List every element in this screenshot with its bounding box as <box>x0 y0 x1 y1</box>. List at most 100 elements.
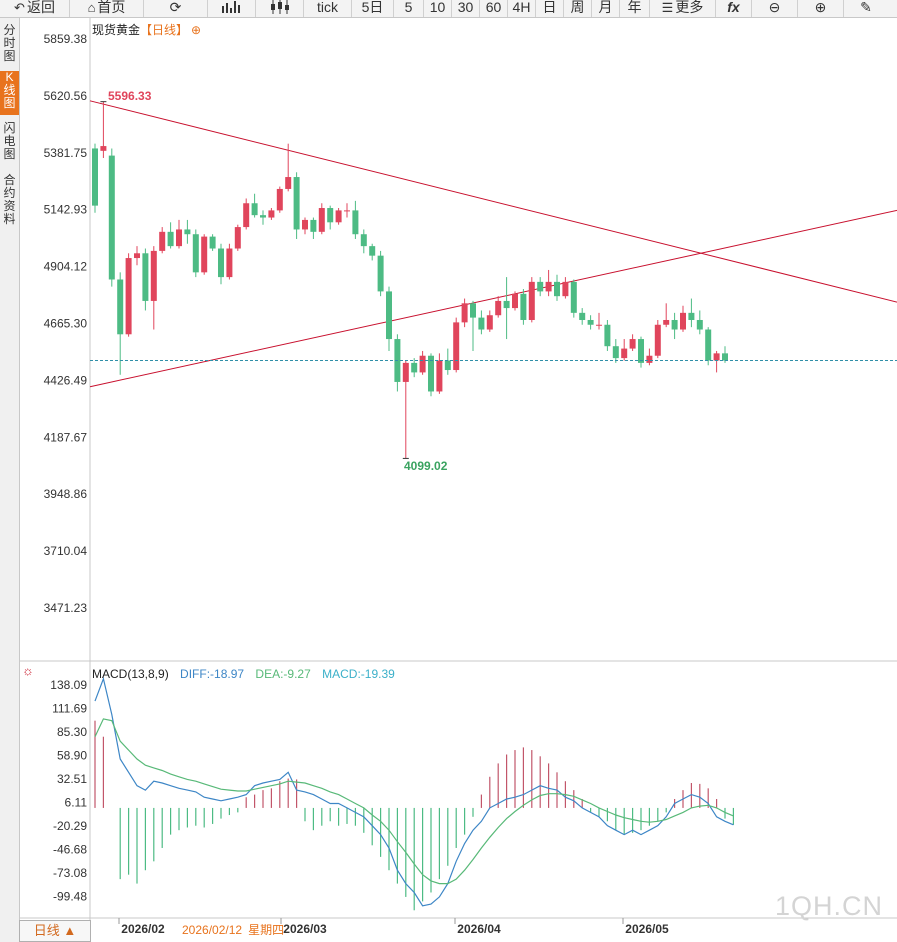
candle-body <box>629 339 636 349</box>
macd-tick-label: -99.48 <box>53 889 87 903</box>
price-tick-label: 4426.49 <box>44 373 88 387</box>
candle-body <box>570 281 577 313</box>
candle-body <box>562 281 569 297</box>
candle-body <box>402 362 409 382</box>
home-button[interactable]: ⌂ 首页 <box>70 0 144 17</box>
candle-body <box>386 291 392 340</box>
candle-body <box>495 300 502 316</box>
4hour-button[interactable]: 4H <box>508 0 536 17</box>
candle-body <box>705 329 712 361</box>
candle-body <box>537 281 544 292</box>
macd-tick-label: 111.69 <box>52 702 87 716</box>
candle-body <box>92 148 98 206</box>
candle-body <box>696 319 703 330</box>
price-tick-label: 3710.04 <box>44 544 88 558</box>
refresh-button[interactable]: ⟳ <box>144 0 208 17</box>
date-tick-label: 2026/04 <box>457 922 501 936</box>
30min-button[interactable]: 30 <box>452 0 480 17</box>
candle-body <box>150 250 157 301</box>
date-tick-label: 2026/02 <box>121 922 165 936</box>
candle-body <box>461 303 468 323</box>
candle-chart-button[interactable] <box>256 0 304 17</box>
day-button[interactable]: 日 <box>536 0 564 17</box>
tick-button[interactable]: tick <box>304 0 352 17</box>
candle-body <box>243 203 250 228</box>
5min-button[interactable]: 5 <box>394 0 424 17</box>
candle-body <box>545 281 552 292</box>
candle-body <box>486 315 493 330</box>
bar-chart-icon <box>221 1 240 13</box>
candle-body <box>234 227 241 249</box>
candle-body <box>209 236 216 249</box>
10min-button[interactable]: 10 <box>424 0 452 17</box>
candle-body <box>722 353 728 361</box>
price-tick-label: 5142.93 <box>44 203 88 217</box>
macd-tick-label: -73.08 <box>53 866 87 880</box>
candle-body <box>260 215 266 218</box>
candle-body <box>176 229 182 247</box>
indicator-settings-icon[interactable]: ☼ <box>22 663 34 678</box>
candle-body <box>125 258 132 335</box>
settings-icon[interactable]: ⊕ <box>191 23 202 37</box>
draw-button[interactable]: ✎ <box>844 0 888 17</box>
macd-tick-label: 58.90 <box>57 748 87 762</box>
back-button[interactable]: ↶ 返回 <box>0 0 70 17</box>
candle-body <box>604 324 611 347</box>
period-selector-button[interactable]: 日线 ▲ <box>19 920 91 942</box>
candle-body <box>520 293 527 320</box>
macd-diff: DIFF:-18.97 <box>180 667 245 681</box>
chart-period: 【日线】 <box>140 23 189 37</box>
bar-chart-button[interactable] <box>208 0 256 17</box>
candle-body <box>596 324 602 326</box>
candle-body <box>411 362 418 373</box>
tab-timeshare[interactable]: 分时图 <box>3 23 16 63</box>
candle-body <box>671 319 678 330</box>
macd-tick-label: 32.51 <box>57 772 87 786</box>
tab-flash[interactable]: 闪电图 <box>3 121 16 161</box>
candle-body <box>285 177 292 189</box>
macd-tick-label: 6.11 <box>65 795 88 809</box>
week-button[interactable]: 周 <box>564 0 592 17</box>
candle-body <box>512 293 518 309</box>
menu-icon: ☰ <box>661 0 674 15</box>
candle-body <box>142 253 149 301</box>
candle-body <box>251 203 258 216</box>
candle-body <box>352 210 359 235</box>
candle-body <box>293 177 300 230</box>
macd-name: MACD(13,8,9) <box>92 667 169 681</box>
zoom-in-button[interactable]: ⊕ <box>798 0 844 17</box>
toolbar: ↶ 返回 ⌂ 首页 ⟳ tick 5日 5 10 30 60 4H 日 周 月 年 … <box>0 0 897 18</box>
candle-body <box>226 248 233 278</box>
macd-tick-label: 138.09 <box>50 678 87 692</box>
formula-button[interactable]: fx <box>716 0 752 17</box>
price-tick-label: 5381.75 <box>44 146 88 160</box>
low-price-label: 4099.02 <box>404 459 448 473</box>
tab-kline[interactable]: K线图 <box>0 71 19 115</box>
macd-tick-label: -46.68 <box>53 842 87 856</box>
candle-body <box>335 210 342 223</box>
candle-body <box>587 319 594 325</box>
candle-body <box>108 155 115 280</box>
zoom-in-icon: ⊕ <box>814 0 827 15</box>
candle-body <box>654 324 661 356</box>
refresh-icon: ⟳ <box>169 0 182 15</box>
price-tick-label: 4904.12 <box>44 260 88 274</box>
candle-body <box>167 231 174 247</box>
month-button[interactable]: 月 <box>592 0 620 17</box>
candle-body <box>663 319 670 325</box>
candle-body <box>344 210 350 212</box>
candle-body <box>528 281 535 320</box>
candle-body <box>276 188 283 211</box>
macd-diff-line <box>94 676 734 907</box>
5day-button[interactable]: 5日 <box>352 0 394 17</box>
candle-body <box>638 339 644 363</box>
more-button[interactable]: ☰ 更多 <box>650 0 716 17</box>
price-tick-label: 5859.38 <box>44 32 88 46</box>
candle-body <box>621 348 628 359</box>
tab-contract-info[interactable]: 合约资料 <box>3 173 16 226</box>
year-button[interactable]: 年 <box>620 0 650 17</box>
zoom-out-button[interactable]: ⊖ <box>752 0 798 17</box>
60min-button[interactable]: 60 <box>480 0 508 17</box>
candle-body <box>579 312 586 320</box>
